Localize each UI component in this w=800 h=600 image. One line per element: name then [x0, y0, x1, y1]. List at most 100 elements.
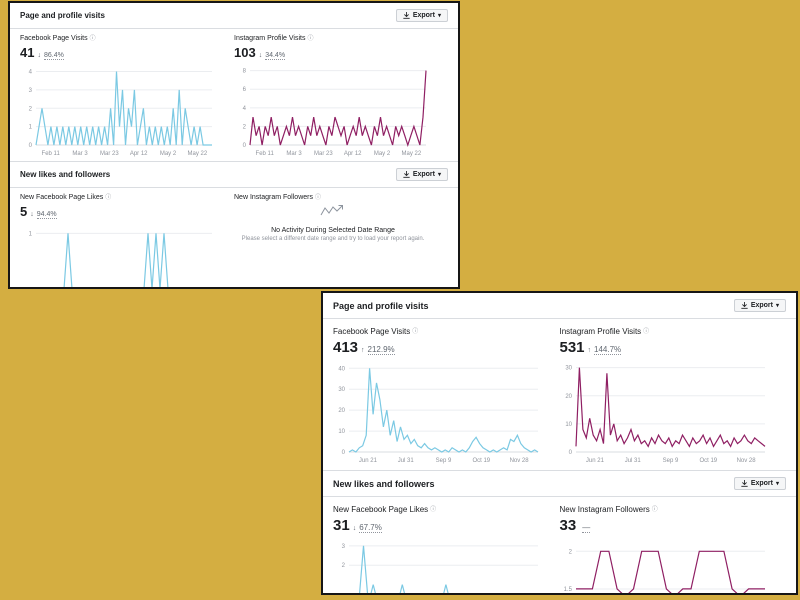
metric-delta: 67.7%: [359, 523, 382, 533]
metric-title: Facebook Page Visits ⓘ: [20, 35, 218, 42]
download-icon: [403, 12, 410, 19]
metric-title-text: Instagram Profile Visits: [559, 327, 642, 336]
fb-page-visits-chart: 0 1 2 3 4 Feb 11 Mar 3 Mar 23 Apr 12 May 2 May 22: [20, 62, 218, 157]
chart-svg: 0 1 2 3 4 Feb 11 Mar 3 Mar 23 Apr 12 May 2 May 22: [29, 70, 212, 157]
metric-title-text: New Instagram Followers: [559, 505, 650, 514]
svg-text:2: 2: [243, 124, 247, 130]
svg-text:Mar 23: Mar 23: [314, 151, 333, 157]
info-icon[interactable]: ⓘ: [430, 506, 437, 513]
svg-text:30: 30: [338, 387, 345, 393]
svg-text:4: 4: [29, 70, 33, 76]
download-icon: [403, 171, 410, 178]
metric-title: Instagram Profile Visits ⓘ: [560, 327, 771, 336]
svg-text:0: 0: [243, 143, 247, 149]
trend-down-icon: ↓: [37, 52, 41, 59]
metric-delta: —: [582, 523, 591, 533]
no-activity-state: No Activity During Selected Date Range P…: [234, 201, 432, 242]
metric-value: 33: [559, 517, 577, 534]
svg-text:1.5: 1.5: [563, 587, 572, 593]
svg-text:2: 2: [342, 563, 346, 569]
export-button[interactable]: Export ▾: [395, 168, 448, 181]
caret-down-icon: ▾: [775, 481, 779, 487]
insights-panel-fall: Page and profile visits Export ▾ Faceboo…: [321, 291, 798, 595]
chart-svg: 0 10 20 30 40 Jun 21 Jul 31 Sep 9 Oct 19 Nov 28: [338, 366, 539, 464]
svg-text:10: 10: [565, 422, 572, 428]
trend-up-icon: ↑: [361, 347, 365, 354]
new-fb-likes-chart: 1: [20, 221, 218, 287]
metric-delta: 34.4%: [265, 52, 286, 60]
metric-value-row: 5 ↓ 94.4%: [20, 204, 218, 219]
svg-text:Oct 19: Oct 19: [472, 458, 490, 464]
export-button[interactable]: Export ▾: [733, 477, 786, 490]
svg-text:30: 30: [565, 366, 572, 372]
svg-text:Sep 9: Sep 9: [662, 458, 678, 464]
svg-text:2: 2: [568, 549, 572, 555]
trend-down-icon: ↓: [258, 52, 263, 59]
divider: [10, 28, 458, 29]
trend-down-icon: ↓: [30, 211, 34, 218]
svg-text:Mar 23: Mar 23: [100, 151, 119, 157]
svg-text:2: 2: [29, 106, 33, 112]
section-title: New likes and followers: [333, 478, 435, 489]
svg-text:Jun 21: Jun 21: [585, 458, 604, 464]
fb-page-visits-chart: 0 10 20 30 40 Jun 21 Jul 31 Sep 9 Oct 19 Nov 28: [333, 358, 544, 464]
metric-value: 413: [333, 339, 359, 356]
svg-text:Jul 31: Jul 31: [398, 458, 415, 464]
svg-text:May 2: May 2: [160, 151, 177, 157]
svg-text:3: 3: [29, 88, 33, 94]
metric-value: 5: [20, 204, 28, 219]
svg-text:Apr 12: Apr 12: [130, 151, 148, 157]
trend-down-icon: ↓: [352, 525, 357, 532]
svg-text:Feb 11: Feb 11: [42, 151, 61, 157]
divider: [323, 470, 796, 471]
svg-text:20: 20: [338, 408, 345, 414]
metric-title: New Facebook Page Likes ⓘ: [20, 194, 218, 201]
section-header-visits: Page and profile visits Export ▾: [323, 293, 796, 318]
svg-text:0: 0: [29, 143, 33, 149]
metric-title: Instagram Profile Visits ⓘ: [234, 35, 432, 42]
metric-value-row: 531 ↑ 144.7%: [560, 339, 771, 356]
svg-text:0: 0: [342, 450, 346, 456]
instagram-visits-column: Instagram Profile Visits ⓘ 103 ↓ 34.4% 0…: [234, 31, 448, 157]
empty-state-title: No Activity During Selected Date Range: [271, 227, 395, 234]
metric-value: 103: [234, 45, 256, 60]
info-icon[interactable]: ⓘ: [643, 328, 650, 335]
svg-text:3: 3: [342, 544, 346, 550]
info-icon[interactable]: ⓘ: [89, 35, 96, 42]
svg-text:Oct 19: Oct 19: [699, 458, 717, 464]
metric-title-text: New Facebook Page Likes: [20, 194, 104, 201]
metric-value-row: 33 —: [560, 517, 771, 534]
svg-text:Mar 3: Mar 3: [72, 151, 88, 157]
visits-charts-row: Facebook Page Visits ⓘ 413 ↑ 212.9% 0 10 2…: [323, 319, 796, 464]
metric-title-text: Facebook Page Visits: [20, 35, 88, 42]
metric-title: New Facebook Page Likes ⓘ: [333, 505, 544, 514]
info-icon[interactable]: ⓘ: [105, 194, 112, 201]
info-icon[interactable]: ⓘ: [651, 506, 658, 513]
svg-text:Nov 28: Nov 28: [510, 458, 530, 464]
metric-value-row: 41 ↓ 86.4%: [20, 45, 218, 60]
svg-text:1: 1: [29, 125, 33, 131]
likes-charts-row: New Facebook Page Likes ⓘ 5 ↓ 94.4% 1 Ne…: [10, 188, 458, 287]
svg-text:40: 40: [338, 366, 345, 372]
svg-text:Mar 3: Mar 3: [286, 151, 302, 157]
svg-text:Apr 12: Apr 12: [344, 151, 362, 157]
export-button[interactable]: Export ▾: [733, 299, 786, 312]
svg-text:4: 4: [243, 106, 247, 112]
metric-delta: 86.4%: [43, 52, 64, 60]
svg-text:May 22: May 22: [401, 151, 421, 157]
metric-value-row: 103 ↓ 34.4%: [234, 45, 432, 60]
svg-text:Jun 21: Jun 21: [359, 458, 378, 464]
caret-down-icon: ▾: [437, 172, 441, 178]
chart-svg: 1.52: [563, 549, 765, 593]
svg-text:8: 8: [243, 69, 247, 75]
ig-profile-visits-chart: 0 10 20 30 Jun 21 Jul 31 Sep 9 Oct 19 Nov 28: [560, 358, 771, 464]
info-icon[interactable]: ⓘ: [314, 194, 321, 201]
info-icon[interactable]: ⓘ: [412, 328, 419, 335]
export-button[interactable]: Export ▾: [395, 9, 448, 22]
instagram-followers-column: New Instagram Followers ⓘ 33 — 1.5 2: [559, 499, 787, 593]
instagram-followers-column: New Instagram Followers ⓘ No Activity Du…: [234, 190, 448, 287]
info-icon[interactable]: ⓘ: [307, 35, 314, 42]
